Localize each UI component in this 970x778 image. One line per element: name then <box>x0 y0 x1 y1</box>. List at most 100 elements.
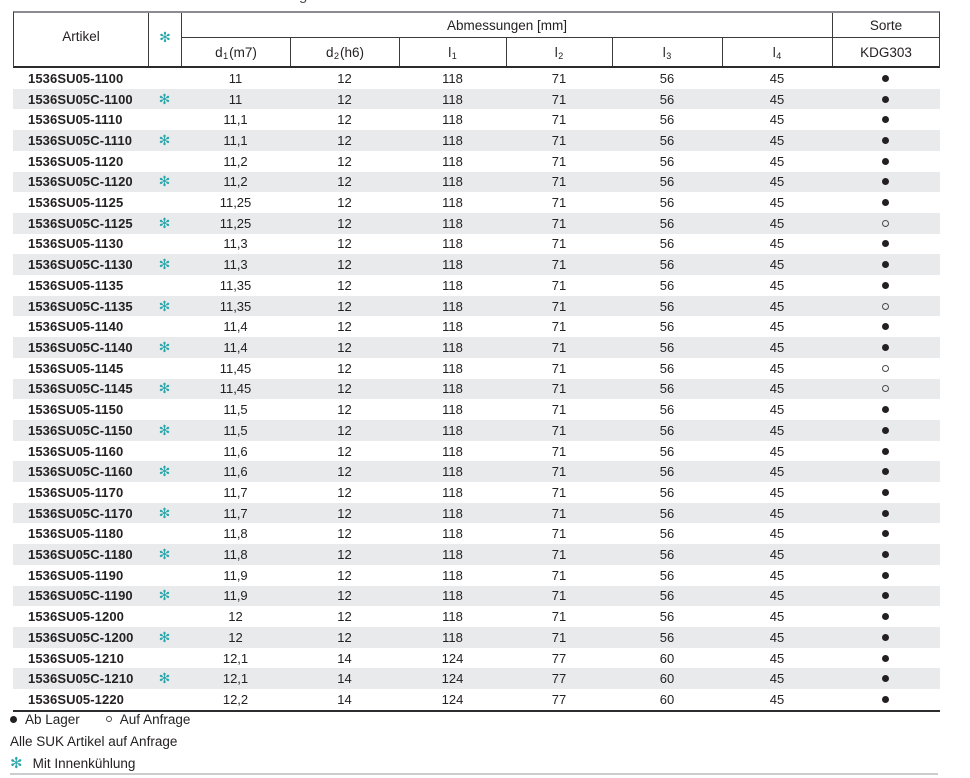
suk-note-label: Alle SUK Artikel auf Anfrage <box>10 733 178 749</box>
availability-dot <box>882 571 889 579</box>
sorte-cell <box>832 571 939 579</box>
d2-cell: 12 <box>337 381 352 397</box>
d2-cell: 12 <box>337 629 352 645</box>
l3-cell: 56 <box>659 298 675 314</box>
sorte-header-label: Sorte <box>869 17 903 33</box>
d1-cell: 12 <box>228 609 243 625</box>
availability-dot <box>882 633 889 641</box>
availability-dot <box>882 592 889 600</box>
cooling-cell: ✻ <box>148 174 181 189</box>
sorte-cell <box>832 157 939 165</box>
artikel-cell: 1536SU05C-1180 <box>28 547 133 563</box>
artikel-cell: 1536SU05-1100 <box>28 70 124 86</box>
d2-cell: 12 <box>337 547 352 563</box>
l3-cell: 56 <box>659 360 675 376</box>
l3-cell: 56 <box>659 484 675 500</box>
artikel-cell: 1536SU05C-1125 <box>28 215 133 231</box>
availability-dot <box>882 240 889 248</box>
d1-cell: 11,8 <box>223 526 248 542</box>
l3-cell: 56 <box>659 381 675 397</box>
l2-cell: 71 <box>551 567 567 583</box>
dimension-header-tolerance: (h6) <box>340 44 365 60</box>
d1-cell: 11,3 <box>223 236 248 252</box>
table-row: 1536SU05C-1145 ✻ 11,45 12 118 71 56 45 <box>13 378 940 400</box>
d2-cell: 12 <box>337 402 352 418</box>
l4-cell: 45 <box>769 567 785 583</box>
dimension-header-subscript: 2 <box>333 51 339 61</box>
l2-cell: 71 <box>551 319 567 335</box>
l1-cell: 118 <box>442 91 463 107</box>
column-group-header-abmessungen: Abmessungen [mm] <box>182 13 833 38</box>
l4-cell: 45 <box>769 277 785 293</box>
sorte-cell <box>832 343 939 351</box>
d2-cell: 12 <box>337 505 352 521</box>
d1-cell: 11,3 <box>223 257 248 273</box>
l2-cell: 71 <box>551 70 567 86</box>
l1-cell: 118 <box>442 381 463 397</box>
d1-cell: 11,9 <box>223 567 248 583</box>
d2-cell: 14 <box>337 691 352 707</box>
table-row: 1536SU05C-1110 ✻ 11,1 12 118 71 56 45 <box>13 130 940 151</box>
d1-cell: 11,25 <box>219 195 252 211</box>
cooling-note-label: Mit Innenkühlung <box>32 755 136 771</box>
l4-cell: 45 <box>769 484 785 500</box>
cooling-note: ✻ Mit Innenkühlung <box>10 752 940 774</box>
d2-cell: 12 <box>337 567 352 583</box>
availability-dot <box>882 695 889 703</box>
artikel-cell: 1536SU05-1145 <box>28 360 124 376</box>
l1-cell: 118 <box>442 257 463 273</box>
dimension-header-label: l <box>662 44 666 60</box>
cooling-cell: ✻ <box>148 464 181 479</box>
l1-cell: 124 <box>441 671 464 687</box>
d2-cell: 12 <box>337 298 352 314</box>
dimension-header-label: l <box>772 44 776 60</box>
column-group-header-sorte: Sorte <box>833 13 939 38</box>
table-row: 1536SU05-1220 12,2 14 124 77 60 45 <box>13 689 940 710</box>
artikel-cell: 1536SU05-1110 <box>28 112 123 128</box>
dimension-header-subscript: 1 <box>451 51 457 61</box>
availability-dot <box>882 385 889 393</box>
l1-cell: 124 <box>441 691 464 707</box>
artikel-cell: 1536SU05-1180 <box>28 526 124 542</box>
l2-cell: 71 <box>551 277 567 293</box>
table-row: 1536SU05-1125 11,25 12 118 71 56 45 <box>13 192 940 213</box>
artikel-cell: 1536SU05C-1135 <box>28 298 133 314</box>
availability-dot <box>882 406 889 414</box>
dimension-header-subscript: 4 <box>776 51 782 61</box>
table-row: 1536SU05C-1180 ✻ 11,8 12 118 71 56 45 <box>13 544 940 565</box>
l1-cell: 118 <box>442 629 463 645</box>
cooling-icon: ✻ <box>158 90 171 107</box>
l4-cell: 45 <box>769 422 785 438</box>
sorte-cell <box>832 592 939 600</box>
artikel-cell: 1536SU05-1220 <box>28 691 124 707</box>
l2-cell: 71 <box>551 464 567 480</box>
open-dot-label: Auf Anfrage <box>119 711 191 727</box>
l1-cell: 118 <box>442 464 463 480</box>
sorte-cell <box>832 240 939 248</box>
availability-dot <box>882 323 889 331</box>
availability-dot <box>882 219 889 227</box>
l3-cell: 56 <box>659 422 675 438</box>
sorte-cell <box>832 95 939 103</box>
d1-cell: 11,9 <box>223 588 248 604</box>
artikel-cell: 1536SU05-1140 <box>28 319 124 335</box>
table-row: 1536SU05C-1100 ✻ 11 12 118 71 56 45 <box>13 88 940 110</box>
table-row: 1536SU05C-1160 ✻ 11,6 12 118 71 56 45 <box>13 461 940 483</box>
l2-cell: 71 <box>551 153 567 169</box>
l4-cell: 45 <box>769 629 785 645</box>
artikel-cell: 1536SU05-1200 <box>28 609 124 625</box>
sorte-cell <box>832 74 939 82</box>
sorte-cell <box>832 447 939 455</box>
d1-cell: 12 <box>228 629 243 645</box>
table-row: 1536SU05C-1125 ✻ 11,25 12 118 71 56 45 <box>13 212 940 234</box>
artikel-cell: 1536SU05-1170 <box>28 484 124 500</box>
l1-cell: 118 <box>442 70 463 86</box>
artikel-header-label: Artikel <box>62 29 100 44</box>
l1-cell: 118 <box>442 215 463 231</box>
l1-cell: 118 <box>442 609 463 625</box>
d2-cell: 12 <box>337 422 352 438</box>
